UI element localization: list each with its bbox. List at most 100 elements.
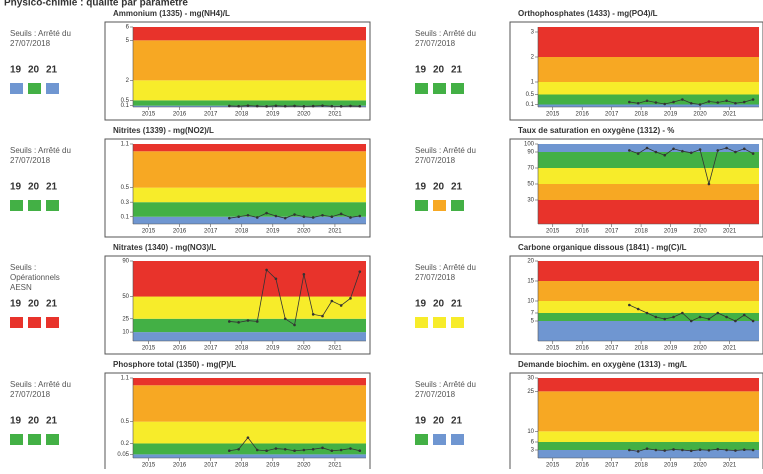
year-label: 20 <box>28 182 40 193</box>
data-point <box>672 100 675 104</box>
threshold-label: 27/07/2018 <box>415 156 456 165</box>
y-tick-label: 2 <box>126 78 130 84</box>
quality-band <box>538 104 759 107</box>
quality-band <box>133 151 366 188</box>
status-square <box>433 317 446 328</box>
year-label: 21 <box>46 416 58 427</box>
data-point <box>255 216 259 219</box>
chart-title: Ammonium (1335) - mg(NH4)/L <box>113 9 230 18</box>
data-point <box>246 436 250 439</box>
chart-title: Taux de saturation en oxygène (1312) - % <box>518 126 674 135</box>
y-tick-label: 3 <box>531 448 535 454</box>
threshold-label: 27/07/2018 <box>415 39 456 48</box>
threshold-label: Seuils : Arrêté du <box>415 263 476 272</box>
x-tick-label: 2015 <box>142 229 156 235</box>
data-point <box>654 448 658 452</box>
data-point <box>628 100 631 104</box>
quality-band <box>133 443 366 455</box>
data-point <box>698 448 702 452</box>
y-tick-label: 1.1 <box>121 142 130 148</box>
chart-title: Orthophosphates (1433) - mg(PO4)/L <box>518 9 658 18</box>
data-point <box>237 447 240 451</box>
data-point <box>274 104 278 108</box>
data-point <box>321 104 324 107</box>
data-point <box>339 212 343 216</box>
x-tick-label: 2017 <box>204 229 218 235</box>
x-tick-label: 2020 <box>693 463 707 469</box>
x-tick-label: 2016 <box>576 229 590 235</box>
y-tick-label: 7 <box>531 311 535 317</box>
data-point <box>274 277 278 281</box>
threshold-label: AESN <box>10 283 32 292</box>
data-point <box>228 449 231 453</box>
status-square <box>415 317 428 328</box>
threshold-label: Seuils : Arrêté du <box>415 380 476 389</box>
quality-band <box>133 216 366 224</box>
y-tick-label: 3 <box>531 30 535 36</box>
quality-band <box>133 80 366 101</box>
year-label: 19 <box>10 65 22 76</box>
data-point <box>302 448 306 452</box>
data-point <box>645 146 649 150</box>
data-point <box>681 149 684 153</box>
y-tick-label: 2 <box>531 55 535 61</box>
year-label: 20 <box>433 65 445 76</box>
chart-title: Phosphore total (1350) - mg(P)/L <box>113 360 236 369</box>
status-square <box>433 83 446 94</box>
data-point <box>751 319 755 323</box>
data-point <box>349 104 352 108</box>
status-square <box>46 434 59 445</box>
data-point <box>689 151 693 155</box>
data-point <box>246 104 250 107</box>
quality-band <box>538 168 759 184</box>
quality-band <box>133 105 366 107</box>
y-tick-label: 20 <box>527 259 534 265</box>
data-point <box>725 146 728 150</box>
year-label: 21 <box>451 299 463 310</box>
x-tick-label: 2015 <box>142 463 156 469</box>
data-point <box>716 149 720 152</box>
x-tick-label: 2017 <box>605 112 619 118</box>
data-point <box>265 105 268 108</box>
year-label: 21 <box>46 299 58 310</box>
data-point <box>265 211 268 215</box>
data-point <box>246 213 250 217</box>
y-tick-label: 6 <box>126 25 130 31</box>
data-point <box>358 270 362 273</box>
data-point <box>628 149 631 152</box>
status-square <box>46 200 59 211</box>
threshold-label: Seuils : Arrêté du <box>10 29 71 38</box>
quality-band <box>538 450 759 458</box>
quality-band <box>538 391 759 432</box>
x-tick-label: 2019 <box>266 346 280 352</box>
x-tick-label: 2021 <box>723 112 737 118</box>
x-tick-label: 2021 <box>723 463 737 469</box>
x-tick-label: 2016 <box>576 346 590 352</box>
data-point <box>255 320 259 323</box>
x-tick-label: 2018 <box>634 346 648 352</box>
y-tick-label: 0.1 <box>121 214 130 220</box>
data-point <box>358 449 362 453</box>
y-tick-label: 70 <box>527 166 534 172</box>
y-tick-label: 10 <box>122 330 129 336</box>
quality-band <box>133 296 366 319</box>
y-tick-label: 50 <box>527 182 534 188</box>
data-point <box>274 214 278 218</box>
status-square <box>28 83 41 94</box>
quality-band <box>133 40 366 81</box>
chart-title: Nitrites (1339) - mg(NO2)/L <box>113 126 214 135</box>
x-tick-label: 2016 <box>576 463 590 469</box>
quality-band <box>133 187 366 203</box>
data-point <box>237 215 240 219</box>
data-point <box>751 98 755 101</box>
x-tick-label: 2017 <box>605 463 619 469</box>
quality-band <box>538 82 759 95</box>
x-tick-label: 2018 <box>235 229 249 235</box>
y-tick-label: 1.1 <box>121 376 130 382</box>
year-label: 20 <box>433 416 445 427</box>
data-point <box>293 104 296 108</box>
data-point <box>283 104 287 108</box>
x-tick-label: 2020 <box>693 112 707 118</box>
threshold-label: Opérationnels <box>10 273 60 282</box>
year-label: 21 <box>451 65 463 76</box>
